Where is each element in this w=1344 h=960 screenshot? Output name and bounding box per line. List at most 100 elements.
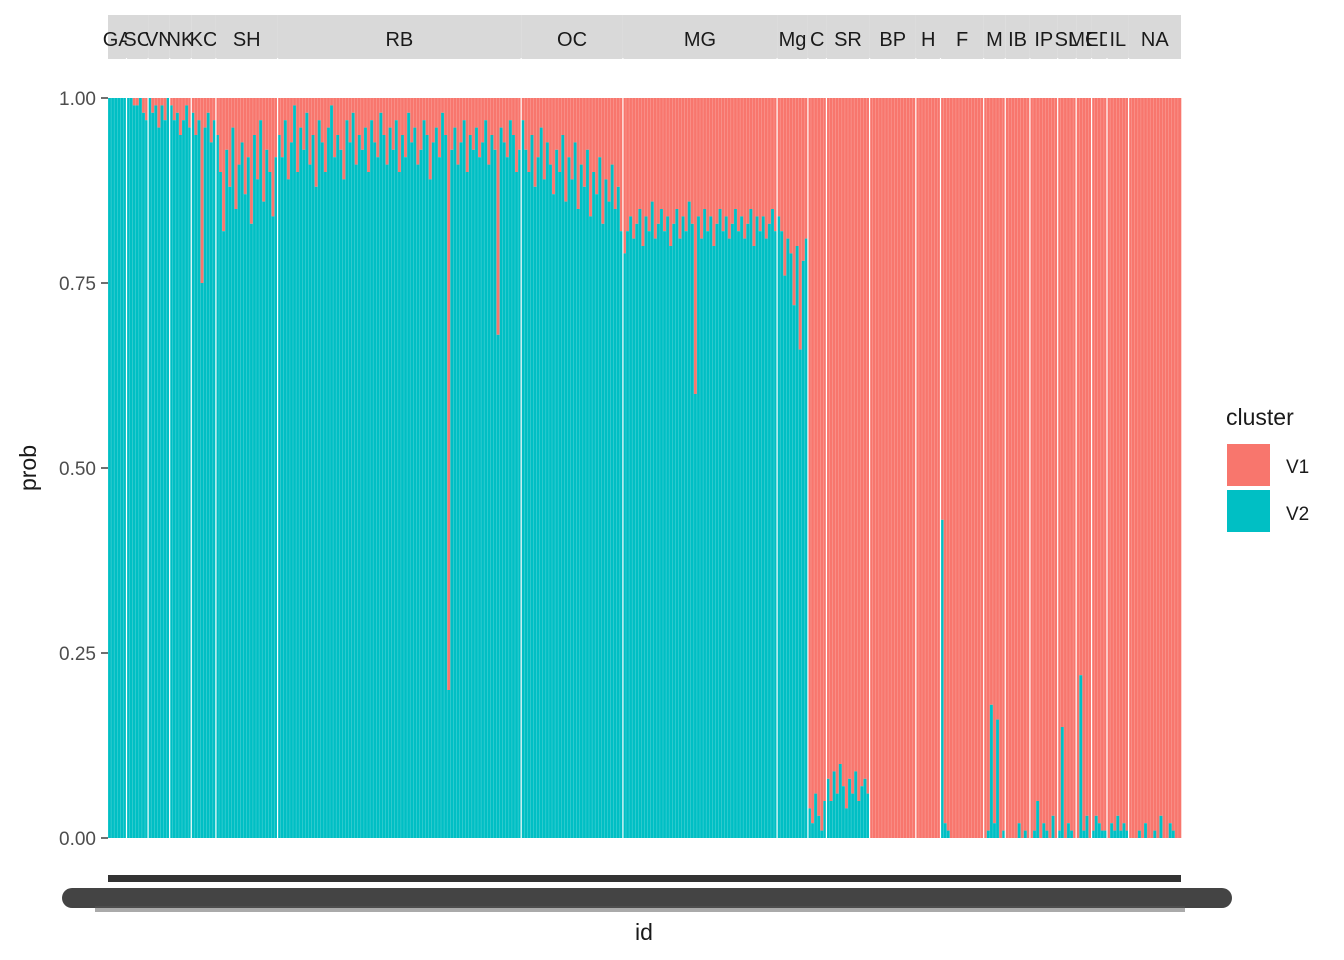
bar-v2 xyxy=(1082,830,1086,838)
bar-v2 xyxy=(740,216,744,838)
bar-v2 xyxy=(795,246,799,838)
bar-v2 xyxy=(265,149,269,839)
bar-v1 xyxy=(1168,98,1173,824)
bar-v2 xyxy=(249,223,254,839)
bar-v2 xyxy=(669,246,673,838)
bar-v1 xyxy=(404,98,408,158)
bar-v1 xyxy=(1048,98,1052,838)
bar-v1 xyxy=(952,98,957,838)
bar-v2 xyxy=(641,246,645,838)
bar-v1 xyxy=(647,98,651,232)
bar-v2 xyxy=(1051,815,1055,838)
bar-v2 xyxy=(1103,830,1108,838)
bar-v2 xyxy=(407,112,411,839)
bar-v1 xyxy=(246,98,251,158)
bar-v1 xyxy=(989,98,994,705)
bar-v1 xyxy=(700,98,704,239)
bar-v2 xyxy=(996,719,1000,838)
bar-v2 xyxy=(154,105,158,838)
facet-panel xyxy=(1090,58,1108,878)
bar-v1 xyxy=(999,98,1003,838)
y-axis-label: prob xyxy=(15,445,41,491)
bar-v1 xyxy=(965,98,969,838)
bar-v1 xyxy=(277,98,281,135)
bar-v2 xyxy=(1036,801,1040,838)
facet-strip xyxy=(148,15,170,59)
bar-v2 xyxy=(1066,823,1071,838)
bar-v1 xyxy=(286,98,291,180)
bar-v2 xyxy=(518,149,522,839)
bar-v1 xyxy=(280,98,285,158)
bar-v1 xyxy=(601,98,605,224)
facet-strip-label: SH xyxy=(233,29,261,51)
bar-v1 xyxy=(1177,98,1182,838)
bar-v1 xyxy=(135,98,140,106)
bar-v2 xyxy=(228,186,232,839)
bar-v2 xyxy=(650,201,655,839)
bar-v2 xyxy=(992,823,997,838)
bar-v1 xyxy=(582,98,587,187)
bar-v1 xyxy=(496,98,500,335)
bar-v2 xyxy=(530,135,534,838)
bar-v2 xyxy=(172,120,177,838)
bar-v1 xyxy=(610,98,614,165)
bar-v1 xyxy=(394,98,399,121)
bar-v1 xyxy=(626,98,630,232)
bar-v1 xyxy=(949,98,954,838)
bar-v1 xyxy=(678,98,682,239)
bar-v1 xyxy=(465,98,470,172)
bar-v1 xyxy=(511,98,516,135)
bar-v2 xyxy=(206,112,211,839)
bar-v2 xyxy=(823,801,827,838)
bar-v1 xyxy=(1116,98,1120,816)
bar-v2 xyxy=(450,149,454,839)
bar-v2 xyxy=(811,823,815,838)
bar-v2 xyxy=(866,793,870,838)
bar-v1 xyxy=(289,98,294,143)
bar-v2 xyxy=(542,179,547,838)
bar-v1 xyxy=(838,98,843,764)
facet-strip-label: H xyxy=(921,29,935,51)
bar-v2 xyxy=(428,179,433,838)
bar-v1 xyxy=(928,98,932,838)
bar-v2 xyxy=(851,793,855,838)
bar-v2 xyxy=(687,201,692,839)
bar-v2 xyxy=(132,105,137,838)
bar-v1 xyxy=(320,98,325,143)
facet-panel xyxy=(825,58,870,878)
bar-v2 xyxy=(296,172,300,838)
bar-v2 xyxy=(419,149,423,839)
bar-v2 xyxy=(552,194,556,838)
facet-panel xyxy=(1057,58,1077,878)
bar-v1 xyxy=(986,98,991,831)
bar-v2 xyxy=(700,238,704,839)
bar-v2 xyxy=(262,201,266,839)
bar-v2 xyxy=(585,149,590,839)
bar-v2 xyxy=(666,216,670,838)
bar-v1 xyxy=(1002,98,1006,831)
bar-v2 xyxy=(114,98,118,838)
bar-v2 xyxy=(709,216,713,838)
bar-v1 xyxy=(622,98,627,254)
bar-v2 xyxy=(841,786,846,838)
bar-v2 xyxy=(271,216,275,838)
facet-strip-label: IB xyxy=(1008,29,1027,51)
bar-v1 xyxy=(333,98,337,158)
bar-v1 xyxy=(764,98,769,239)
bar-v2 xyxy=(481,142,485,838)
bar-v2 xyxy=(629,216,633,838)
bar-v1 xyxy=(209,98,214,143)
bar-v2 xyxy=(764,238,769,839)
bar-v2 xyxy=(789,253,793,838)
bar-v1 xyxy=(962,98,966,838)
bar-v2 xyxy=(829,801,833,838)
bar-v1 xyxy=(835,98,840,794)
bar-v2 xyxy=(558,172,562,838)
facet-strip-label: RB xyxy=(385,29,413,51)
bar-v2 xyxy=(539,127,544,839)
facet-panel xyxy=(1075,58,1092,878)
bar-v1 xyxy=(274,98,278,158)
bar-v2 xyxy=(752,246,756,838)
bar-v1 xyxy=(955,98,960,838)
facet-panel xyxy=(520,58,624,878)
